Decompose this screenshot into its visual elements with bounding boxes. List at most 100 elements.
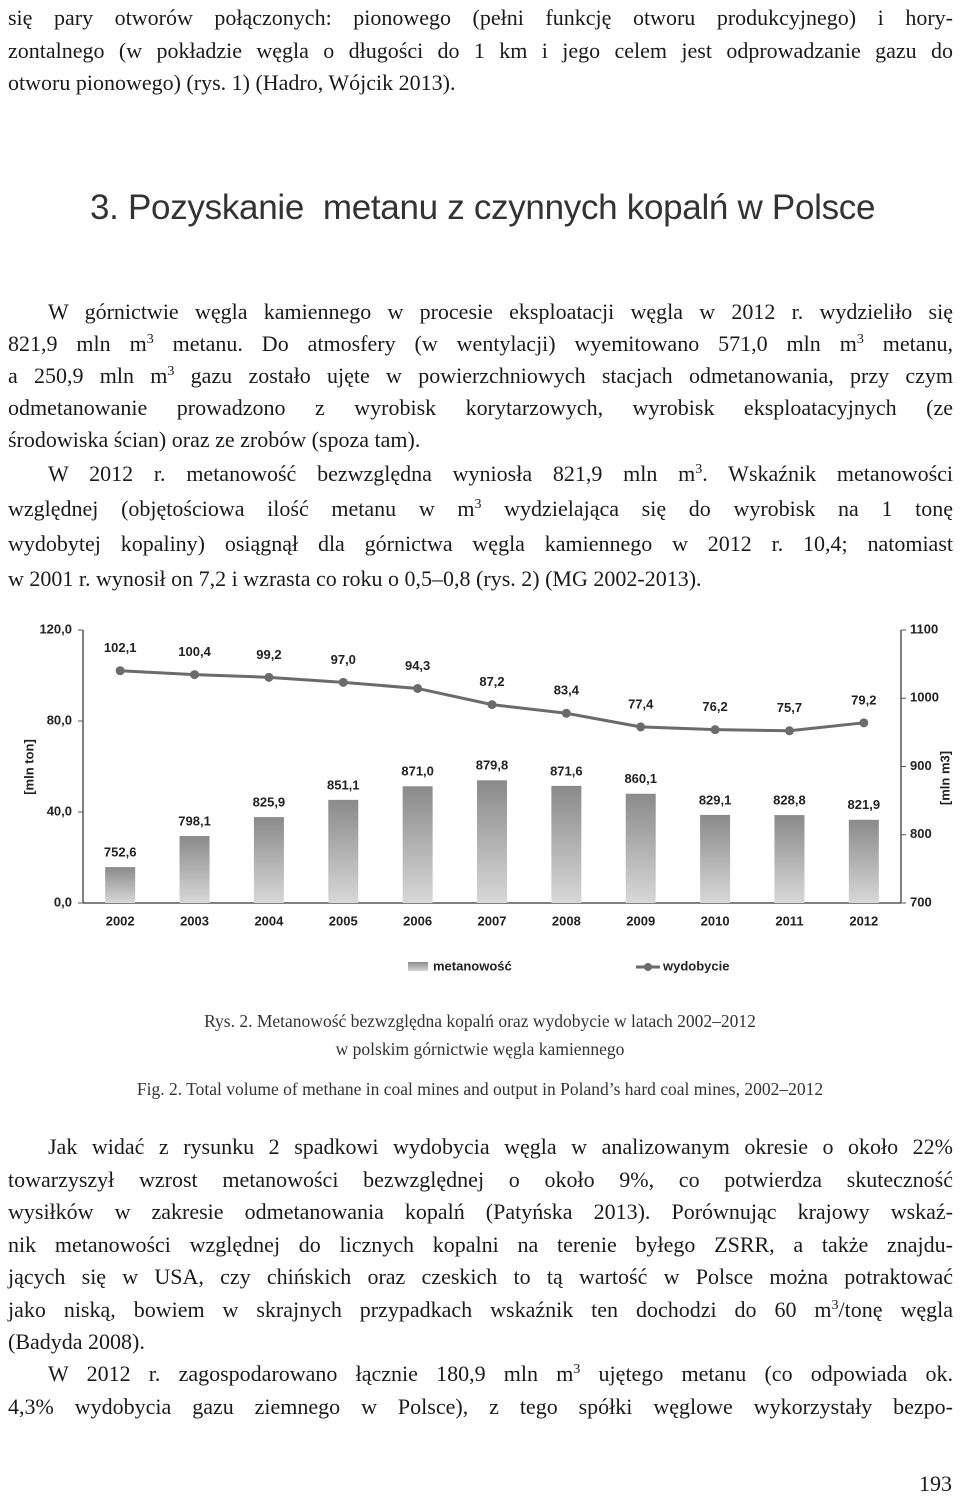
page-number: 193 (919, 1471, 952, 1496)
y2-axis-title: [mln m3] (937, 751, 952, 805)
y2-tick-label: 1100 (910, 621, 938, 636)
text: 821,9 mln m (8, 331, 147, 356)
bar-value-label: 829,1 (699, 792, 732, 807)
bar (179, 836, 210, 903)
bar-value-label: 752,6 (104, 845, 137, 860)
text-line: wydobytej kopaliny) osiągnął dla górnict… (8, 526, 953, 561)
text-line: nik metanowości względnej do licznych ko… (8, 1229, 953, 1262)
x-tick-label: 2011 (775, 913, 803, 928)
legend-label: wydobycie (662, 958, 729, 973)
text: wysiłków w zakresie odmetanowania kopalń… (8, 1199, 953, 1224)
text: (Badyda 2008). (8, 1329, 145, 1354)
bar-value-label: 825,9 (253, 795, 286, 810)
bar (551, 785, 582, 903)
text: względnej (objętościowa ilość metanu w m (8, 496, 475, 521)
text-line: a 250,9 mln m3 gazu zostało ujęte w powi… (8, 360, 953, 392)
text: metanu, (863, 331, 953, 356)
legend-swatch (408, 962, 428, 971)
section-heading: 3. Pozyskanie metanu z czynnych kopalń w… (90, 188, 876, 227)
line-point (784, 726, 794, 736)
text-line: zontalnego (w pokładzie węgla o długości… (8, 35, 953, 68)
text-line: Jak widać z rysunku 2 spadkowi wydobycia… (8, 1131, 953, 1164)
x-tick-label: 2002 (106, 913, 135, 928)
text-line: otworu pionowego) (rys. 1) (Hadro, Wójci… (8, 67, 953, 100)
x-tick-label: 2010 (701, 913, 730, 928)
superscript: 3 (856, 332, 864, 347)
caption: Rys. 2. Metanowość bezwzględna kopalń or… (204, 1011, 756, 1031)
bar (328, 799, 359, 903)
text-line: (Badyda 2008). (8, 1326, 953, 1359)
line-point (710, 725, 720, 735)
text-line: jako niską, bowiem w skrajnych przypadka… (8, 1294, 953, 1327)
line-point (115, 666, 125, 676)
text: W 2012 r. zagospodarowano łącznie 180,9 … (48, 1361, 574, 1386)
bar-value-label: 871,6 (550, 763, 583, 778)
line-value-label: 102,1 (104, 640, 137, 655)
bar-value-label: 798,1 (178, 813, 211, 828)
text-line: w 2001 r. wynosił on 7,2 i wzrasta co ro… (8, 561, 953, 596)
x-tick-label: 2004 (254, 913, 284, 928)
line-value-label: 75,7 (777, 700, 802, 715)
text-line: 821,9 mln m3 metanu. Do atmosfery (w wen… (8, 328, 953, 360)
bar (625, 793, 656, 903)
x-tick-label: 2003 (180, 913, 209, 928)
y2-tick-label: 800 (910, 826, 932, 841)
bar (700, 814, 731, 903)
superscript: 3 (573, 1362, 581, 1377)
text: W 2012 r. metanowość bezwzględna wyniosł… (48, 461, 696, 486)
text-line: W górnictwie węgla kamiennego w procesie… (8, 296, 953, 328)
text: odmetanowanie prowadzono z wyrobisk kory… (8, 395, 953, 420)
line-point (561, 708, 571, 718)
text-line: jących się w USA, czy chińskich oraz cze… (8, 1261, 953, 1294)
bar-value-label: 871,0 (401, 764, 434, 779)
paragraph: W 2012 r. zagospodarowano łącznie 180,9 … (8, 1358, 953, 1423)
superscript: 3 (167, 364, 175, 379)
chart: 0,0 40,0 80,0 120,0 700 800 900 1000 1100 [mln to… (21, 621, 952, 973)
bar-value-label: 860,1 (624, 771, 657, 786)
text: jako niską, bowiem w skrajnych przypadka… (8, 1296, 832, 1322)
x-tick-label: 2009 (626, 913, 655, 928)
line-point (190, 670, 200, 680)
paragraph: Jak widać z rysunku 2 spadkowi wydobycia… (8, 1131, 953, 1359)
text-line: 4,3% wydobycia gazu ziemnego w Polsce), … (8, 1391, 953, 1424)
text-line: W 2012 r. zagospodarowano łącznie 180,9 … (8, 1358, 953, 1391)
legend-swatch (644, 963, 652, 971)
text: wydobytej kopaliny) osiągnął dla górnict… (8, 531, 953, 556)
line-value-label: 87,2 (479, 674, 504, 689)
text: otworu pionowego) (rys. 1) (Hadro, Wójci… (8, 70, 456, 95)
text: środowiska ścian) oraz ze zrobów (spoza … (8, 427, 421, 452)
text: . Wskaźnik metanowości (702, 461, 954, 486)
line-value-label: 94,3 (405, 658, 430, 673)
text-line: się pary otworów połączonych: pionowego … (8, 2, 953, 35)
text-line: towarzyszył wzrost metanowości bezwzględ… (8, 1164, 953, 1197)
text: Jak widać z rysunku 2 spadkowi wydobycia… (48, 1134, 953, 1159)
x-tick-label: 2006 (403, 913, 432, 928)
line-value-label: 76,2 (702, 699, 727, 714)
text: się pary otworów połączonych: pionowego … (8, 5, 953, 30)
line-value-label: 83,4 (554, 683, 580, 698)
x-tick-label: 2005 (329, 913, 358, 928)
y-tick-label: 80,0 (47, 712, 72, 727)
y-axis-title: [mln ton] (21, 739, 36, 795)
line-value-label: 77,4 (628, 696, 654, 711)
line-value-label: 97,0 (331, 652, 356, 667)
text: towarzyszył wzrost metanowości bezwzględ… (8, 1166, 953, 1192)
y2-tick-label: 700 (910, 894, 932, 909)
bar (402, 786, 433, 903)
bar-value-label: 879,8 (476, 758, 509, 773)
bar-value-label: 828,8 (773, 793, 806, 808)
text: jących się w USA, czy chińskich oraz cze… (8, 1264, 953, 1289)
text-line: W 2012 r. metanowość bezwzględna wyniosł… (8, 456, 953, 491)
line-value-label: 79,2 (851, 692, 876, 707)
superscript: 3 (146, 332, 154, 347)
text: zontalnego (w pokładzie węgla o długości… (8, 37, 953, 63)
superscript: 3 (474, 497, 482, 512)
y-tick-label: 0,0 (54, 894, 72, 909)
caption: Fig. 2. Total volume of methane in coal … (136, 1079, 824, 1099)
bar (105, 867, 136, 903)
x-tick-label: 2012 (849, 913, 878, 928)
x-tick-label: 2007 (478, 913, 507, 928)
superscript: 3 (695, 462, 703, 477)
text: gazu zostało ujęte w powierzchniowych st… (174, 363, 953, 388)
